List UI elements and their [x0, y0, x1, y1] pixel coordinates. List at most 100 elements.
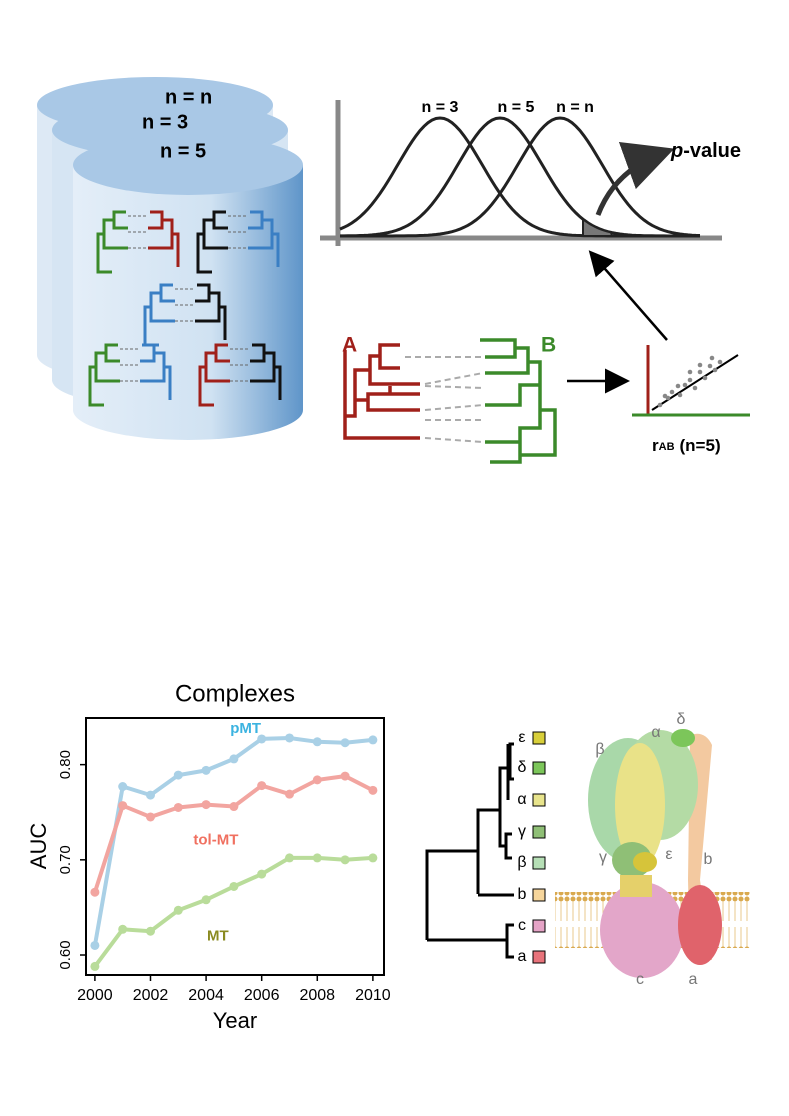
- data-point: [284, 853, 294, 863]
- data-point: [257, 869, 267, 879]
- data-point: [340, 771, 350, 781]
- mini-tree: [128, 215, 148, 249]
- structure-label: α: [651, 724, 660, 741]
- series-label: MT: [207, 927, 229, 944]
- subunit-label: δ: [518, 759, 527, 776]
- database: n = n n = 3 n = 5: [37, 77, 303, 440]
- scatter-dot: [657, 402, 663, 408]
- data-point: [118, 801, 128, 811]
- r-label: rAB (n=5): [652, 436, 721, 455]
- curve-label: n = 3: [422, 99, 459, 116]
- y-tick-label: 0.60: [57, 940, 74, 969]
- scatter-dot: [675, 383, 681, 389]
- x-tick-label: 2010: [355, 987, 391, 1004]
- structure-label: δ: [677, 711, 686, 728]
- scatter-dot: [692, 385, 698, 391]
- data-point: [312, 853, 322, 863]
- data-point: [90, 887, 100, 897]
- data-point: [201, 800, 211, 810]
- n-label: n = 5: [160, 140, 206, 162]
- y-axis-label: AUC: [26, 823, 51, 870]
- subunit-swatch: [532, 731, 546, 745]
- data-point: [340, 738, 350, 748]
- chart-title: Complexes: [175, 680, 295, 707]
- structure-label: ε: [665, 846, 672, 863]
- n-label: n = n: [165, 86, 212, 108]
- scatter-dot: [697, 362, 703, 368]
- distribution-curve: [340, 116, 701, 238]
- scatter-dot: [717, 359, 723, 365]
- structure-label: a: [689, 971, 698, 988]
- curve-label: n = 5: [498, 99, 535, 116]
- data-point: [173, 770, 183, 780]
- mini-tree: [198, 343, 230, 407]
- subunit-swatch: [532, 761, 546, 775]
- subunit-label: α: [517, 791, 526, 808]
- data-point: [368, 853, 378, 863]
- data-point: [201, 895, 211, 905]
- series-label: pMT: [230, 720, 261, 737]
- data-point: [90, 961, 100, 971]
- mini-tree: [250, 343, 282, 400]
- data-point: [284, 789, 294, 799]
- mini-tree: [196, 210, 228, 274]
- data-point: [173, 802, 183, 812]
- mini-tree: [96, 210, 128, 274]
- r-n: (n=5): [680, 436, 721, 455]
- p-value-label: p-value: [670, 140, 741, 162]
- subunit-swatch: [532, 919, 546, 933]
- y-tick-label: 0.80: [57, 750, 74, 779]
- mini-tree: [248, 210, 280, 267]
- y-tick-label: 0.70: [57, 845, 74, 874]
- data-point: [368, 735, 378, 745]
- p-area: [582, 217, 614, 237]
- subunit-label: β: [517, 854, 526, 871]
- data-point: [118, 924, 128, 934]
- data-point: [312, 737, 322, 747]
- data-point: [340, 855, 350, 865]
- n-label: n = 3: [142, 111, 188, 133]
- subunit-swatch: [532, 888, 546, 902]
- x-axis-label: Year: [213, 1008, 257, 1033]
- scatter-dot: [702, 375, 708, 381]
- mini-tree: [120, 348, 140, 382]
- mini-tree: [195, 283, 227, 340]
- subunit-swatch: [532, 825, 546, 839]
- scatter-dot: [669, 389, 675, 395]
- subunit-swatch: [532, 793, 546, 807]
- scatter-dot: [712, 367, 718, 373]
- subunit-label: b: [518, 886, 527, 903]
- structure-label: γ: [599, 849, 607, 866]
- subunit-label: ε: [518, 729, 525, 746]
- atp-synthase: [555, 729, 750, 978]
- tree-pair: A B: [342, 334, 557, 464]
- mini-tree: [88, 343, 120, 407]
- distribution-curve: [340, 116, 700, 238]
- x-tick-label: 2004: [188, 987, 224, 1004]
- data-point: [173, 905, 183, 915]
- data-point: [257, 781, 267, 791]
- scatter-dot: [687, 377, 693, 383]
- structure-label: β: [595, 741, 604, 758]
- structure-label: b: [704, 851, 713, 868]
- data-point: [229, 802, 239, 812]
- r-sub: AB: [659, 441, 675, 453]
- p-italic: p: [670, 140, 683, 162]
- x-tick-label: 2000: [77, 987, 113, 1004]
- data-point: [118, 782, 128, 792]
- data-point: [284, 733, 294, 743]
- data-point: [312, 775, 322, 785]
- correlation-plot: rAB (n=5): [632, 345, 750, 455]
- x-tick-label: 2006: [244, 987, 280, 1004]
- series-line: [93, 855, 374, 968]
- mini-tree: [230, 348, 250, 382]
- plot-frame: [85, 717, 385, 976]
- subunit-label: c: [518, 917, 526, 934]
- data-point: [145, 926, 155, 936]
- mini-tree: [148, 210, 180, 267]
- data-point: [229, 881, 239, 891]
- data-point: [201, 765, 211, 775]
- data-point: [90, 940, 100, 950]
